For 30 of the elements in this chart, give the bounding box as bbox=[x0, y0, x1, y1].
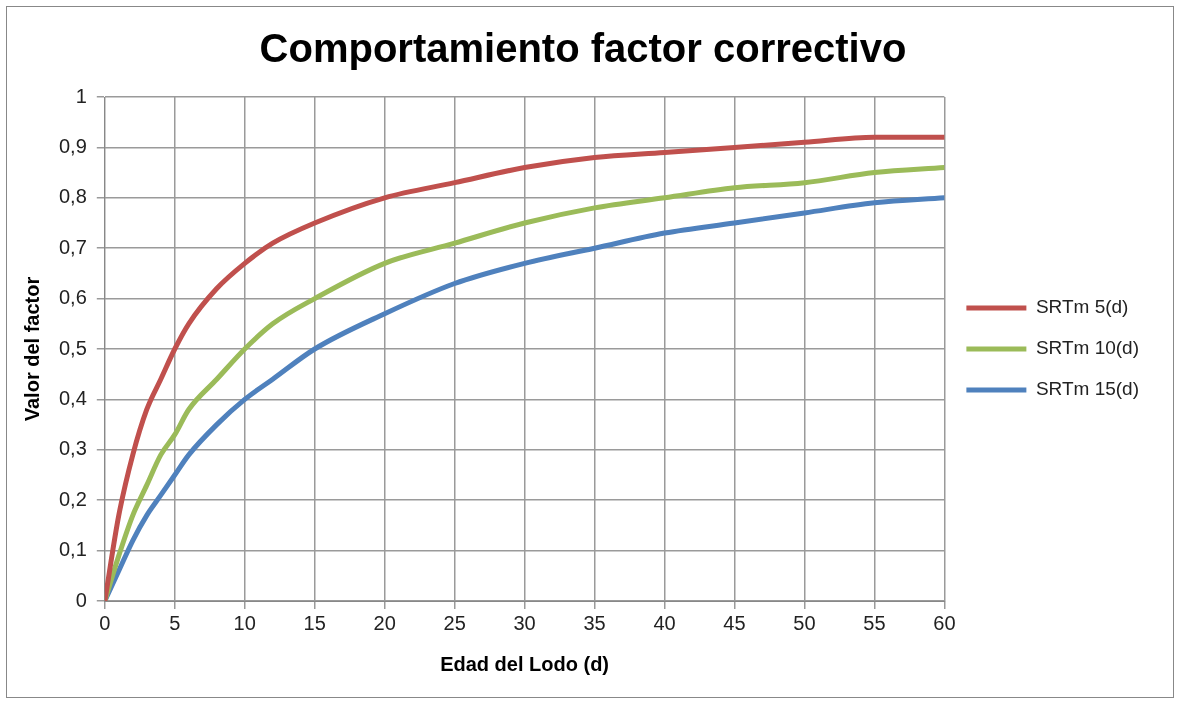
legend-label: SRTm 10(d) bbox=[1035, 337, 1140, 359]
x-tick-label: 20 bbox=[373, 611, 396, 634]
x-tick-label: 10 bbox=[233, 611, 256, 634]
x-tick-label: 0 bbox=[99, 611, 111, 634]
y-tick-label: 0,2 bbox=[58, 487, 87, 510]
legend-label: SRTm 15(d) bbox=[1035, 378, 1140, 400]
y-tick-label: 1 bbox=[75, 84, 87, 107]
x-tick-label: 30 bbox=[513, 611, 536, 634]
x-tick-label: 15 bbox=[303, 611, 326, 634]
y-tick-label: 0 bbox=[75, 588, 87, 611]
y-tick-label: 0,9 bbox=[58, 134, 87, 157]
y-tick-label: 0,8 bbox=[58, 185, 87, 208]
x-axis-title: Edad del Lodo (d) bbox=[440, 652, 610, 675]
y-tick-label: 0,6 bbox=[58, 286, 87, 309]
y-tick-label: 0,4 bbox=[58, 386, 87, 409]
x-tick-label: 35 bbox=[583, 611, 606, 634]
x-tick-label: 45 bbox=[723, 611, 746, 634]
x-tick-label: 40 bbox=[653, 611, 676, 634]
legend-label: SRTm 5(d) bbox=[1035, 296, 1129, 318]
chart-title: Comportamiento factor correctivo bbox=[259, 26, 907, 71]
y-axis-title: Valor del factor bbox=[20, 276, 43, 422]
x-tick-label: 5 bbox=[169, 611, 181, 634]
y-tick-label: 0,1 bbox=[58, 538, 87, 561]
x-tick-label: 55 bbox=[863, 611, 886, 634]
y-tick-label: 0,3 bbox=[58, 437, 87, 460]
y-tick-label: 0,5 bbox=[58, 336, 87, 359]
y-tick-label: 0,7 bbox=[58, 235, 87, 258]
x-tick-label: 25 bbox=[443, 611, 466, 634]
x-tick-label: 60 bbox=[933, 611, 956, 634]
x-tick-label: 50 bbox=[793, 611, 816, 634]
